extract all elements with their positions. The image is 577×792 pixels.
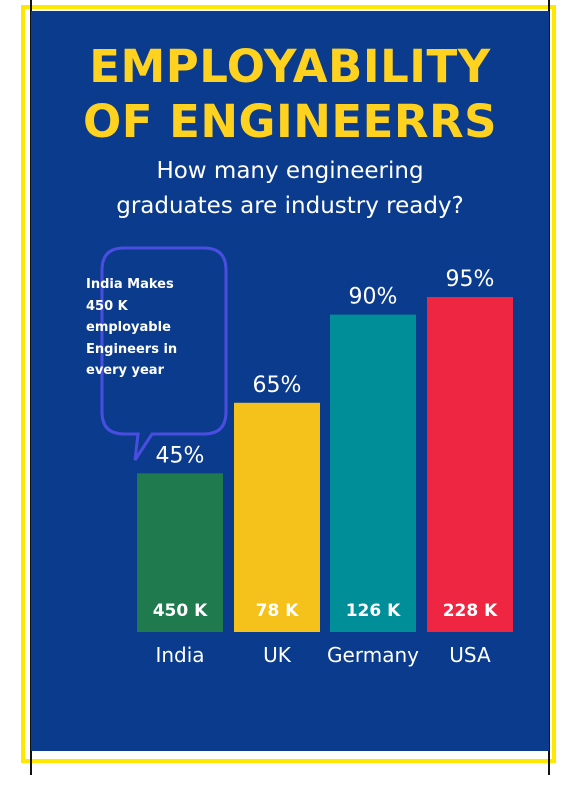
value-label-uk: 65% [253, 373, 302, 398]
bar-usa [427, 297, 513, 632]
callout-bubble [100, 246, 228, 461]
callout-line: every year [86, 363, 164, 378]
value-label-india: 45% [156, 443, 205, 468]
title-line-1: EMPLOYABILITY [89, 40, 491, 93]
inner-label-germany: 126 K [346, 601, 401, 621]
category-label-germany: Germany [327, 643, 419, 667]
category-label-india: India [155, 643, 204, 667]
bar-germany [330, 314, 416, 632]
callout-line: India Makes [86, 277, 174, 292]
callout-line: employable [86, 320, 171, 335]
category-label-usa: USA [449, 643, 491, 667]
subtitle-line-2: graduates are industry ready? [116, 193, 464, 219]
category-label-uk: UK [263, 643, 292, 667]
inner-label-india: 450 K [153, 601, 208, 621]
inner-label-uk: 78 K [256, 601, 300, 621]
title-line-2: OF ENGINEERRS [82, 95, 498, 148]
value-label-usa: 95% [446, 267, 495, 292]
callout-text: India Makes 450 K employable Engineers i… [86, 274, 196, 382]
bar-india [137, 473, 223, 632]
right-edge-line [548, 0, 550, 775]
callout-line: Engineers in [86, 341, 178, 357]
subtitle-line-1: How many engineering [156, 158, 424, 184]
value-label-germany: 90% [349, 285, 398, 310]
bar-uk [234, 402, 320, 632]
poster-frame [21, 5, 556, 763]
callout-line: 450 K [86, 298, 128, 314]
inner-label-usa: 228 K [443, 601, 498, 621]
